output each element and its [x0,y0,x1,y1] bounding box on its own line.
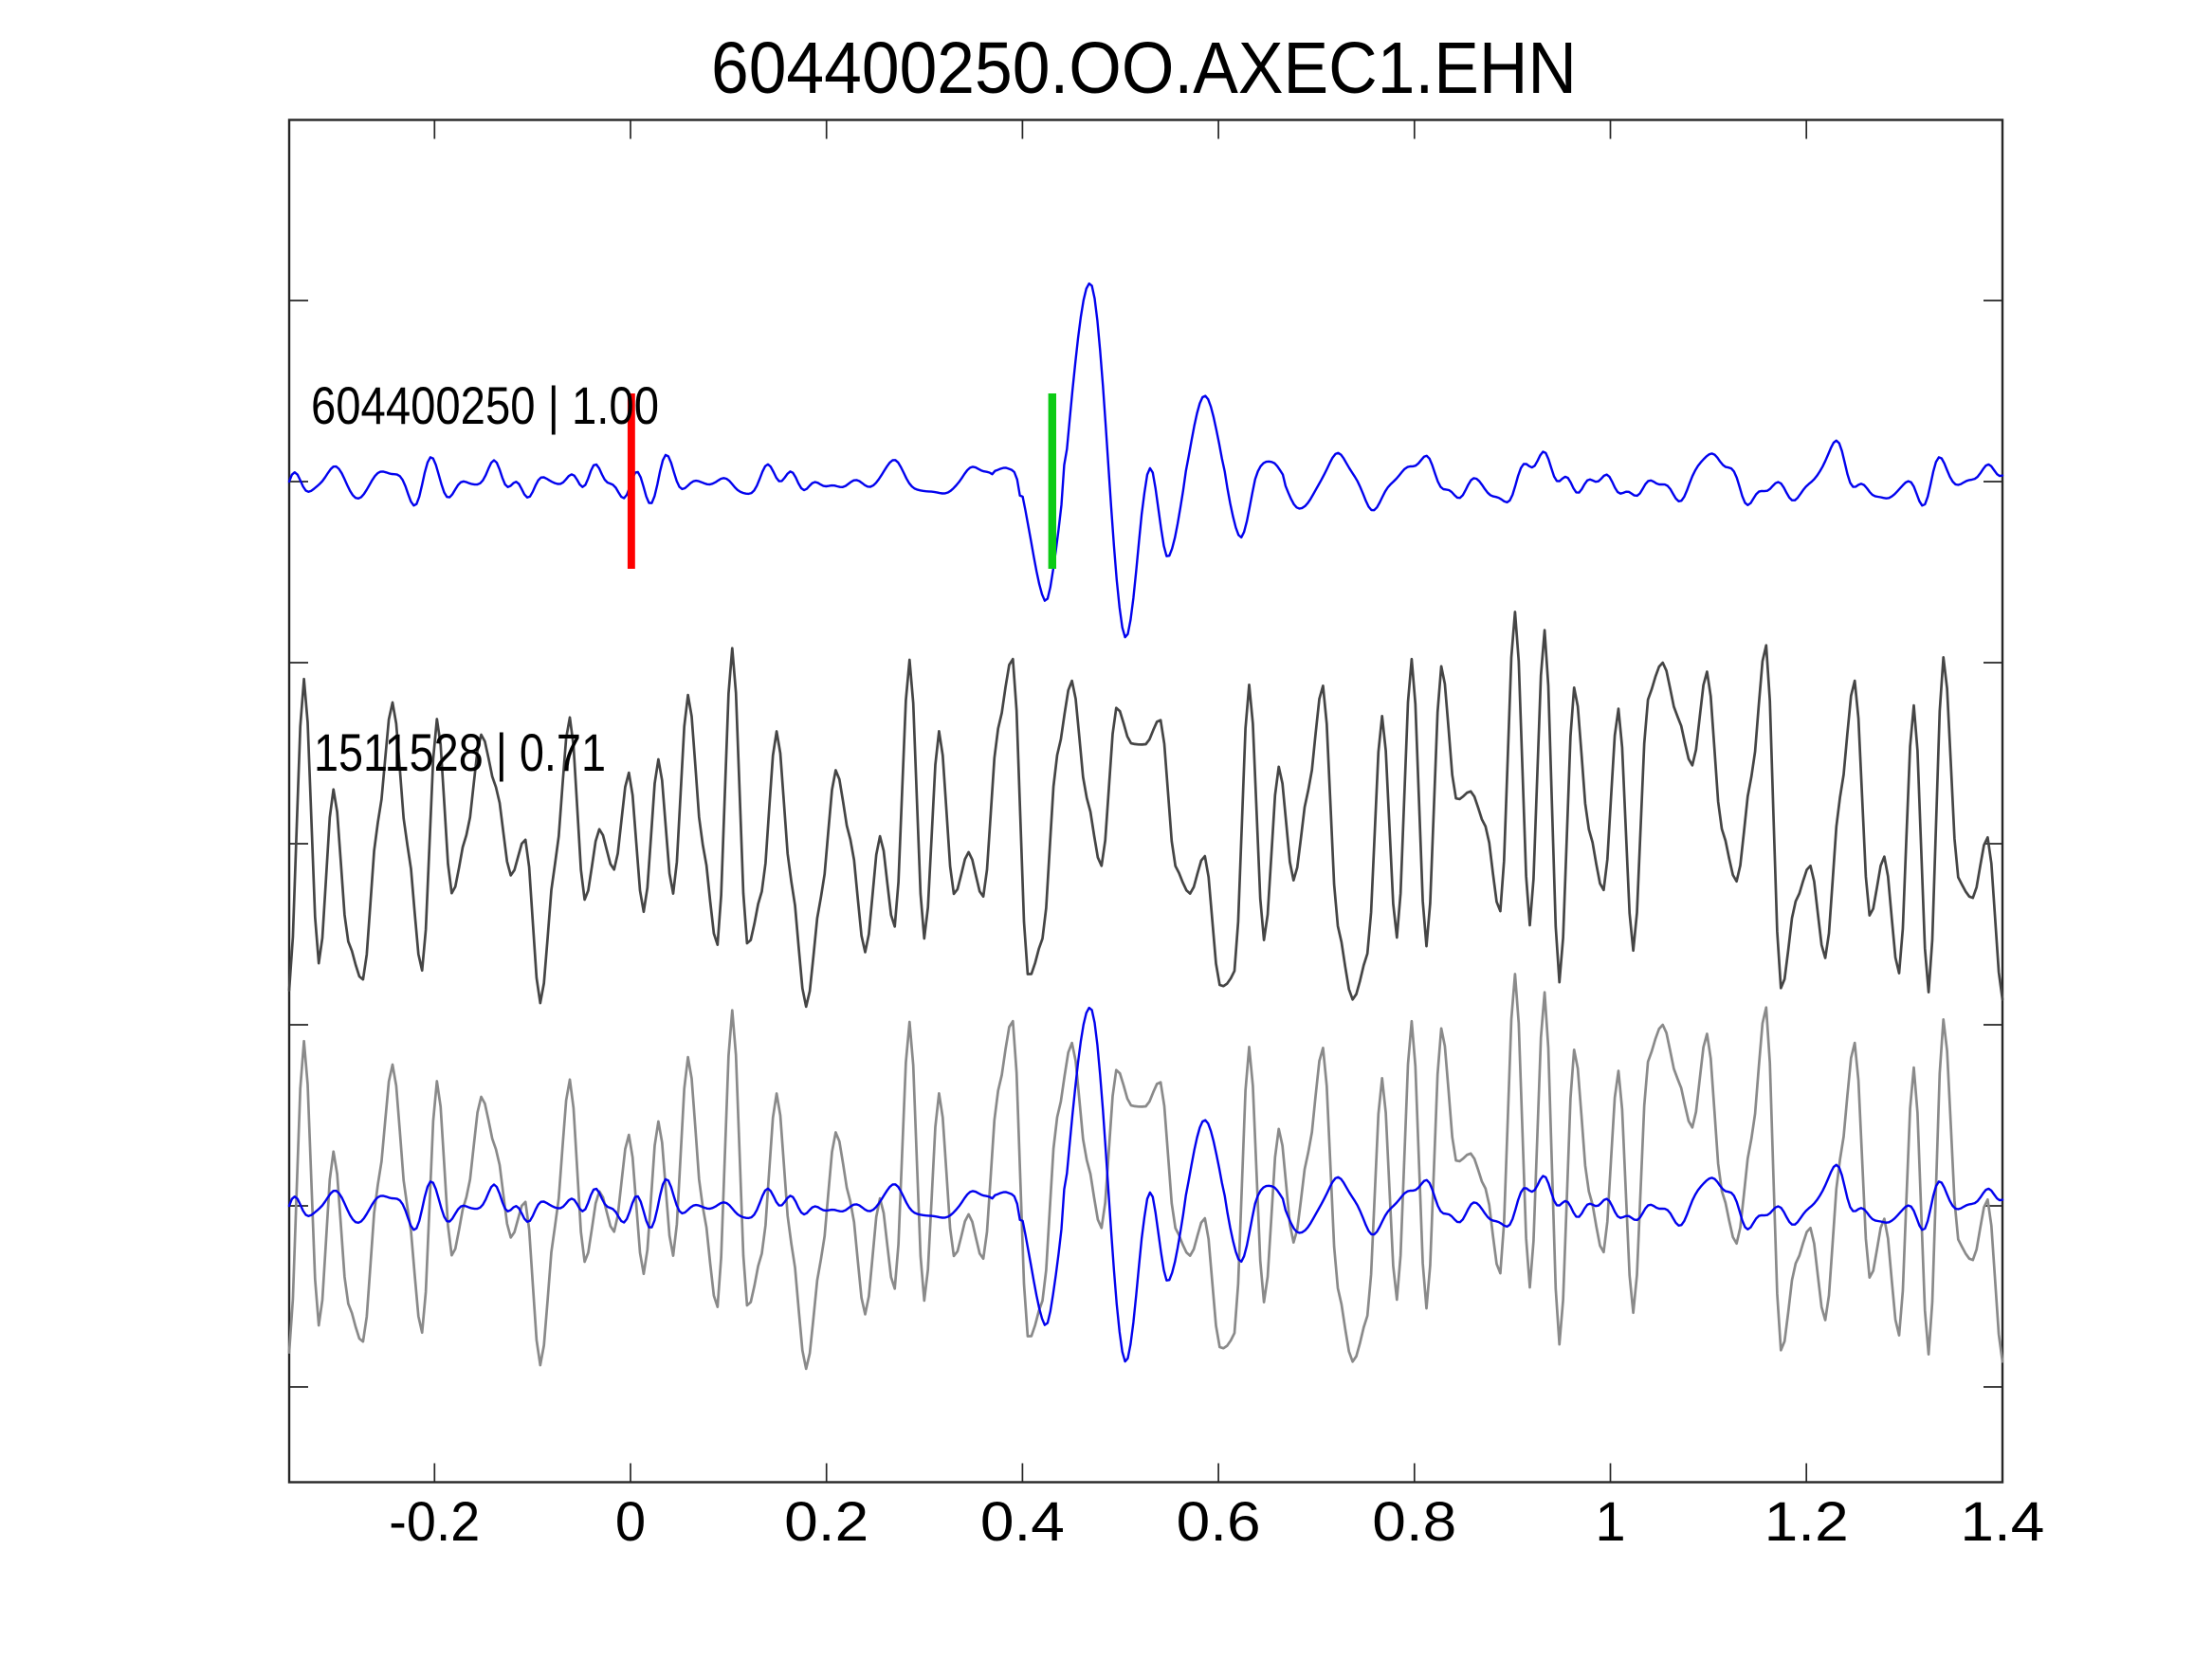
svg-text:1511528 | 0.71: 1511528 | 0.71 [314,722,606,782]
svg-text:1.2: 1.2 [1764,1491,1849,1553]
svg-text:0.2: 0.2 [784,1491,868,1553]
svg-text:604400250 | 1.00: 604400250 | 1.00 [311,375,659,435]
svg-text:-0.2: -0.2 [389,1491,480,1553]
svg-text:1.4: 1.4 [1960,1491,2044,1553]
svg-text:0.8: 0.8 [1372,1491,1456,1553]
svg-text:0: 0 [615,1491,646,1553]
svg-text:0.6: 0.6 [1177,1491,1261,1553]
svg-text:1: 1 [1595,1491,1625,1553]
svg-text:0.4: 0.4 [980,1491,1065,1553]
svg-text:604400250.OO.AXEC1.EHN: 604400250.OO.AXEC1.EHN [711,27,1577,109]
